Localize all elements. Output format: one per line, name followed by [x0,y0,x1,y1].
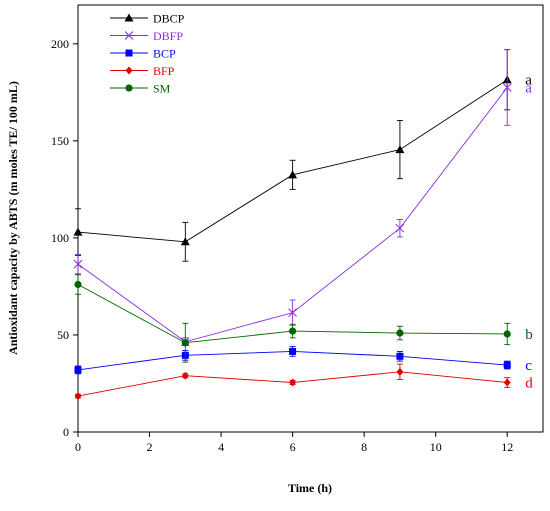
y-tick-label: 50 [57,328,69,342]
x-tick-label: 12 [501,440,513,454]
series-bfp: d [74,363,533,401]
legend-marker [125,49,133,57]
legend-item-dbcp: DBCP [110,12,185,26]
data-point [181,371,189,380]
x-tick-label: 8 [361,440,367,454]
x-tick-label: 6 [290,440,296,454]
plot-layer: aa cd b [73,49,533,401]
data-point [396,367,404,376]
legend-marker [125,84,133,92]
legend-marker [124,13,134,22]
data-point [502,83,512,92]
data-point [74,366,82,374]
data-point [289,347,297,355]
legend-marker [124,31,134,40]
x-tick-label: 0 [75,440,81,454]
series-dbcp: a [73,49,532,262]
legend-item-bfp: BFP [110,64,175,78]
y-axis-title: Antioxidant capacity by ABTS (m moles TE… [6,81,20,355]
data-point [503,361,511,369]
series-bcp: c [74,346,532,375]
legend-item-dbfp: DBFP [110,29,183,43]
legend: DBCP DBFP BCP BFP SM [110,12,185,96]
data-point [395,223,405,233]
x-tick-label: 4 [218,440,224,454]
data-point [289,327,297,335]
data-point [74,280,82,289]
legend-label: DBFP [153,29,183,43]
legend-label: BFP [153,64,175,78]
legend-label: DBCP [153,12,185,26]
legend-item-sm: SM [110,82,171,96]
data-point [181,339,189,347]
data-point [73,227,83,236]
data-point [395,145,405,154]
legend-item-bcp: BCP [110,47,176,61]
data-point [74,392,82,401]
y-tick-label: 100 [51,231,69,245]
y-tick-label: 150 [51,134,69,148]
data-point [503,378,511,387]
data-point [180,237,190,246]
legend-marker [125,66,133,75]
data-point [289,378,297,387]
significance-label: d [525,376,533,392]
y-tick-label: 0 [63,425,69,439]
data-point [503,330,511,338]
y-tick-label: 200 [51,37,69,51]
significance-label: c [525,358,532,374]
plot-area-frame [77,4,544,433]
significance-label: a [525,73,532,89]
significance-label: a [525,80,532,96]
legend-label: BCP [153,47,176,61]
data-point [73,259,83,269]
y-axis-ticks: 0 50 100 150 200 [51,37,78,439]
x-tick-label: 10 [430,440,442,454]
x-tick-label: 2 [147,440,153,454]
series-dbfp: a [73,49,532,347]
data-point [396,352,404,360]
data-point [288,308,297,317]
legend-label: SM [153,82,171,96]
x-axis-title: Time (h) [288,481,332,495]
data-point [288,170,298,179]
significance-label: b [525,327,533,343]
x-axis-ticks: 0 2 4 6 8 10 12 [75,432,513,454]
data-point [396,329,404,337]
series-sm: b [74,274,533,363]
